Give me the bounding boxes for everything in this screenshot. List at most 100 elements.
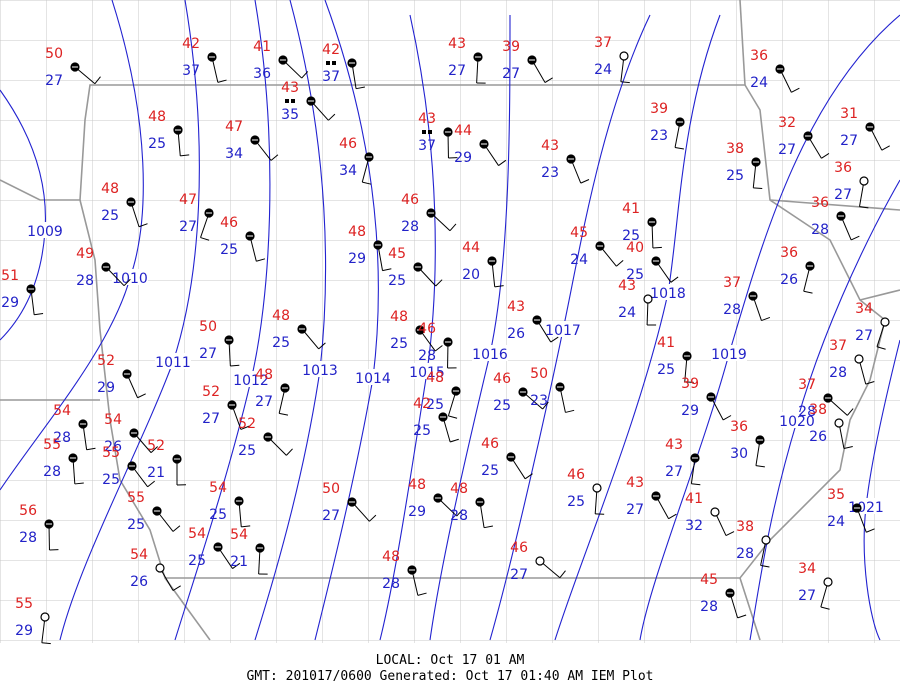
station-plot: 48 25	[426, 370, 461, 419]
dewpoint: 27	[778, 142, 796, 158]
dewpoint: 37	[322, 69, 340, 85]
isobar-label-bg	[112, 269, 148, 285]
sky-cover	[761, 535, 771, 545]
temperature: 36	[780, 245, 798, 261]
temperature: 44	[454, 123, 472, 139]
temperature: 47	[179, 192, 197, 208]
dewpoint: 27	[199, 346, 217, 362]
temperature: 50	[199, 319, 217, 335]
isobar-label-bg	[302, 361, 338, 377]
station-plot: 48 28	[450, 481, 494, 529]
wind-barb	[286, 448, 293, 456]
temperature: 43	[541, 138, 559, 154]
weather-symbol	[291, 99, 295, 103]
temperature: 40	[626, 240, 644, 256]
station-plot: 48 25	[390, 309, 443, 352]
temperature: 41	[685, 491, 703, 507]
dewpoint: 36	[253, 66, 271, 82]
sky-cover	[155, 563, 165, 573]
isobar-label-bg	[355, 369, 391, 385]
temperature: 52	[238, 416, 256, 432]
wind-barb	[172, 585, 181, 591]
isobar-label-bg	[779, 412, 815, 428]
wind-barb	[755, 465, 765, 468]
station-plot: 42 37	[322, 42, 366, 90]
temperature: 43	[665, 437, 683, 453]
station-plot: 43 35	[281, 80, 336, 123]
temperature: 48	[390, 309, 408, 325]
station-plot: 34 27	[855, 301, 890, 350]
station-plot: 54 21	[230, 527, 268, 575]
temperature: 41	[622, 201, 640, 217]
wind-barb	[270, 154, 279, 161]
dewpoint: 27	[510, 567, 528, 583]
dewpoint: 25	[567, 494, 585, 510]
wind-barb	[94, 76, 101, 85]
station-plot: 41 32	[685, 491, 735, 537]
wind-barb	[137, 393, 146, 399]
temperature: 48	[450, 481, 468, 497]
station-plot: 31 27	[840, 106, 890, 151]
dewpoint: 26	[104, 439, 122, 455]
dewpoint: 26	[780, 272, 798, 288]
temperature: 54	[53, 403, 71, 419]
wind-barb	[674, 147, 685, 150]
dewpoint: 25	[726, 168, 744, 184]
station-plot: 36 30	[730, 419, 765, 468]
wind-barb	[232, 562, 241, 569]
dewpoint: 28	[798, 404, 816, 420]
wind-barb	[450, 438, 459, 443]
station-plot: 44 20	[462, 240, 504, 288]
wind-barb	[449, 223, 457, 232]
dewpoint: 27	[448, 63, 466, 79]
station-plot: 55 28	[43, 437, 84, 485]
station-plot: 50 27	[322, 481, 377, 524]
dewpoint: 29	[97, 380, 115, 396]
station-plot: 43 26	[507, 299, 559, 343]
dewpoint: 29	[348, 251, 366, 267]
dewpoint: 27	[834, 187, 852, 203]
station-plot: 37 24	[594, 35, 630, 84]
station-plot: 44 29	[454, 123, 507, 166]
dewpoint: 25	[238, 443, 256, 459]
dewpoint: 32	[685, 518, 703, 534]
dewpoint: 26	[507, 326, 525, 342]
sky-cover	[535, 556, 545, 566]
temperature: 42	[413, 396, 431, 412]
temperature: 48	[382, 549, 400, 565]
temperature: 39	[681, 376, 699, 392]
dewpoint: 28	[450, 508, 468, 524]
dewpoint: 20	[462, 267, 480, 283]
temperature: 41	[253, 39, 271, 55]
temperature: 52	[147, 438, 165, 454]
temperature: 55	[43, 437, 61, 453]
temperature: 46	[339, 136, 357, 152]
dewpoint: 28	[76, 273, 94, 289]
wind-barb	[240, 425, 250, 430]
wind-barb	[580, 179, 590, 184]
wind-barb	[684, 381, 694, 383]
station-plot: 52 21	[147, 438, 187, 486]
temperature: 42	[182, 36, 200, 52]
temperature: 45	[700, 572, 718, 588]
temperature: 46	[401, 192, 419, 208]
sky-cover	[710, 507, 720, 517]
isobar-label: 1019	[711, 347, 747, 363]
dewpoint: 25	[481, 463, 499, 479]
temperature: 43	[618, 278, 636, 294]
station-plot: 48 25	[148, 109, 190, 157]
dewpoint: 25	[493, 398, 511, 414]
temperature: 44	[462, 240, 480, 256]
county-grid	[0, 0, 900, 643]
station-plot: 43 24	[618, 278, 657, 326]
dewpoint: 25	[101, 208, 119, 224]
dewpoint: 28	[811, 222, 829, 238]
station-plot: 48 25	[272, 308, 326, 351]
station-plot: 43 27	[626, 475, 677, 520]
wind-barb	[876, 346, 886, 350]
isobar-label: 1017	[545, 323, 581, 339]
wind-barb	[866, 528, 875, 533]
station-plot: 50 27	[199, 319, 240, 367]
station-plot: 47 27	[179, 192, 214, 241]
wind-barb	[448, 415, 458, 419]
